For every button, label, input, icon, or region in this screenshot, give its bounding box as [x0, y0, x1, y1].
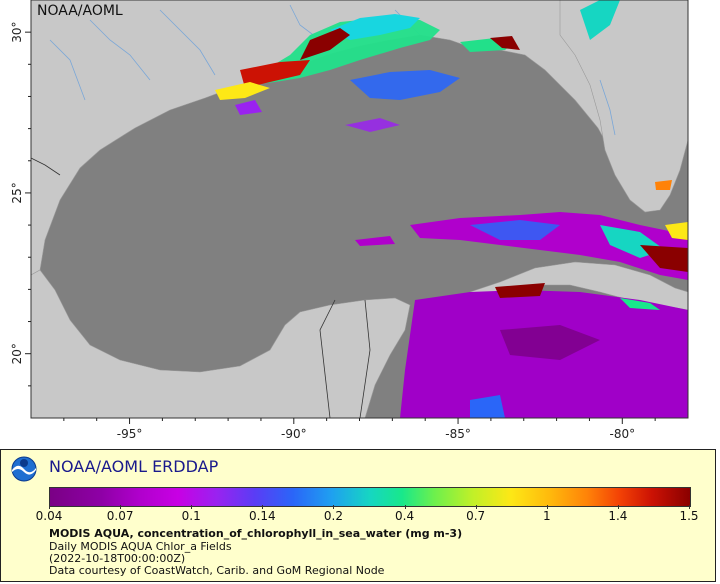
color-scale-tick-label: 0.7 [466, 509, 486, 523]
map-watermark: NOAA/AOML [37, 3, 123, 19]
data-credit: Data courtesy of CoastWatch, Carib. and … [49, 564, 385, 577]
color-scale-tick-label: 0.07 [106, 509, 134, 523]
color-scale-notch [475, 505, 477, 509]
map-panel: 30° 25° 20° -95° -90° -85° -80° NOAA/AOML [10, 0, 689, 441]
color-scale-tick-label: 0.1 [181, 509, 201, 523]
chlorophyll-layer [215, 0, 620, 132]
legend-panel: NOAA/AOML ERDDAP 0.04 0.07 0.1 0.14 0.2 0.4 0.… [0, 449, 716, 582]
latitude-tick-label: 25° [10, 182, 24, 203]
noaa-logo-icon [11, 456, 37, 482]
color-scale-notch [262, 505, 264, 509]
color-scale-bar [49, 487, 691, 507]
color-scale-tick-label: 0.2 [323, 509, 343, 523]
legend-brand-title: NOAA/AOML ERDDAP [49, 457, 219, 476]
longitude-tick-label: -95° [117, 427, 143, 441]
longitude-axis: -95° -90° -85° -80° [63, 418, 656, 441]
dataset-title: Daily MODIS AQUA Chlor_a Fields [49, 540, 232, 553]
color-scale-notch [617, 505, 619, 509]
color-scale-tick-label: 1.5 [679, 509, 699, 523]
longitude-tick-label: -80° [609, 427, 635, 441]
color-scale-tick-label: 0.14 [248, 509, 276, 523]
longitude-tick-label: -85° [445, 427, 471, 441]
latitude-tick-label: 30° [10, 22, 24, 43]
color-scale-notch [689, 505, 690, 509]
color-scale-notch [120, 505, 122, 509]
map-canvas: 30° 25° 20° -95° -90° -85° -80° [10, 0, 689, 441]
color-scale-tick-label: 0.4 [395, 509, 415, 523]
latitude-axis: 30° 25° 20° [10, 22, 31, 387]
borders-layer [30, 157, 371, 419]
color-scale-notch [49, 505, 50, 509]
variable-name: MODIS AQUA, concentration_of_chlorophyll… [49, 527, 463, 540]
land-layer [30, 0, 689, 419]
color-scale-notch [404, 505, 406, 509]
color-scale-tick-label: 1 [542, 509, 551, 523]
color-scale-notch [546, 505, 548, 509]
latitude-tick-label: 20° [10, 343, 24, 364]
color-scale-notch [333, 505, 335, 509]
chlorophyll-layer-south [355, 180, 688, 418]
color-scale-tick-label: 1.4 [608, 509, 628, 523]
longitude-tick-label: -90° [281, 427, 307, 441]
time-stamp: (2022-10-18T00:00:00Z) [49, 552, 186, 565]
color-scale-tick-label: 0.04 [35, 509, 63, 523]
color-scale-notch [191, 505, 193, 509]
